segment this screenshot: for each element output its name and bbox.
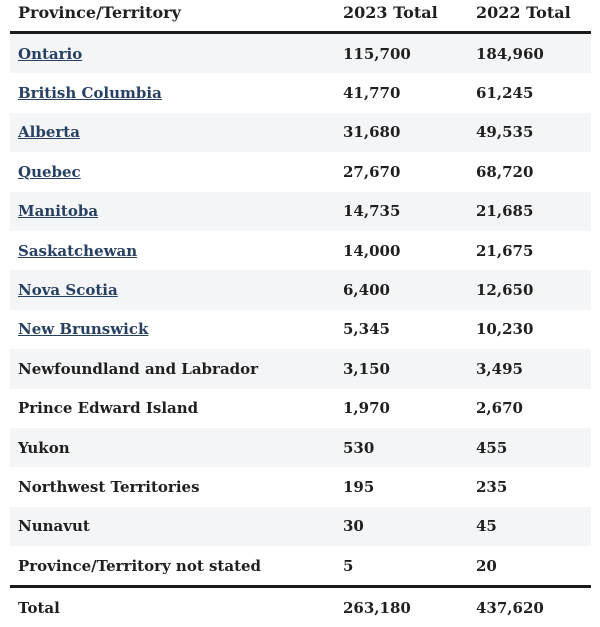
header-row: Province/Territory 2023 Total 2022 Total: [10, 0, 591, 34]
value-2022: 21,675: [476, 241, 534, 260]
table-row-yukon: Yukon 530 455: [10, 427, 591, 468]
value-2023: 14,735: [343, 202, 401, 221]
province-cell: Nunavut: [10, 507, 335, 546]
total-value-2022: 437,620: [468, 585, 591, 627]
table-row-alberta: Alberta 31,680 49,535: [10, 112, 591, 153]
value-2023: 31,680: [343, 123, 401, 142]
total-value-2023: 263,180: [335, 585, 468, 627]
table-body: Ontario 115,700 184,960 British Columbia…: [10, 32, 591, 587]
province-label: Yukon: [18, 438, 70, 457]
province-link-quebec[interactable]: Quebec: [18, 162, 81, 181]
province-label: Nunavut: [18, 517, 90, 536]
province-cell: Yukon: [10, 428, 335, 467]
value-2022: 61,245: [476, 84, 534, 103]
table-row-newfoundland-and-labrador: Newfoundland and Labrador 3,150 3,495: [10, 349, 591, 389]
provinces-admissions-table: Province/Territory 2023 Total 2022 Total…: [10, 0, 591, 627]
value-2023: 1,970: [343, 399, 390, 418]
value-2022: 10,230: [476, 320, 534, 339]
value-2022: 12,650: [476, 281, 534, 300]
province-link-british-columbia[interactable]: British Columbia: [18, 84, 162, 103]
table-row-not-stated: Province/Territory not stated 5 20: [10, 546, 591, 587]
value-2023: 30: [343, 517, 364, 536]
value-2023: 3,150: [343, 359, 390, 378]
table-row-saskatchewan: Saskatchewan 14,000 21,675: [10, 230, 591, 271]
value-2023: 14,000: [343, 241, 401, 260]
province-cell: Alberta: [10, 113, 335, 152]
table-row-prince-edward-island: Prince Edward Island 1,970 2,670: [10, 388, 591, 428]
table-header: Province/Territory 2023 Total 2022 Total: [10, 0, 591, 34]
province-label: Prince Edward Island: [18, 399, 199, 418]
table-row-manitoba: Manitoba 14,735 21,685: [10, 191, 591, 231]
table-row-nova-scotia: Nova Scotia 6,400 12,650: [10, 270, 591, 310]
province-cell: New Brunswick: [10, 310, 335, 349]
province-cell: Ontario: [10, 33, 335, 74]
province-cell: Newfoundland and Labrador: [10, 349, 335, 388]
table-row-new-brunswick: New Brunswick 5,345 10,230: [10, 309, 591, 350]
value-2022: 235: [476, 477, 508, 496]
province-label: Newfoundland and Labrador: [18, 359, 259, 378]
value-2022: 455: [476, 438, 508, 457]
value-2023: 115,700: [343, 44, 411, 63]
province-cell: Saskatchewan: [10, 231, 335, 270]
value-2022: 21,685: [476, 202, 534, 221]
province-cell: Prince Edward Island: [10, 389, 335, 428]
province-label: Province/Territory not stated: [18, 556, 262, 575]
province-cell: Manitoba: [10, 192, 335, 231]
column-header-2023-total: 2023 Total: [335, 0, 468, 34]
value-2022: 68,720: [476, 162, 534, 181]
column-header-2022-total: 2022 Total: [468, 0, 591, 34]
province-cell: Northwest Territories: [10, 467, 335, 506]
province-cell: Nova Scotia: [10, 270, 335, 309]
province-cell: British Columbia: [10, 73, 335, 112]
province-link-alberta[interactable]: Alberta: [18, 123, 80, 142]
column-header-province: Province/Territory: [10, 0, 335, 34]
value-2023: 5,345: [343, 320, 390, 339]
table-row-quebec: Quebec 27,670 68,720: [10, 152, 591, 192]
province-link-ontario[interactable]: Ontario: [18, 44, 83, 63]
total-row: Total 263,180 437,620: [10, 585, 591, 627]
table-row-ontario: Ontario 115,700 184,960: [10, 32, 591, 74]
province-link-nova-scotia[interactable]: Nova Scotia: [18, 281, 118, 300]
value-2022: 3,495: [476, 359, 523, 378]
value-2022: 45: [476, 517, 497, 536]
province-link-new-brunswick[interactable]: New Brunswick: [18, 320, 149, 339]
total-label: Total: [10, 585, 335, 627]
province-cell: Quebec: [10, 152, 335, 191]
province-link-manitoba[interactable]: Manitoba: [18, 202, 99, 221]
table-footer: Total 263,180 437,620: [10, 585, 591, 627]
value-2022: 20: [476, 556, 497, 575]
value-2023: 6,400: [343, 281, 390, 300]
table-row-northwest-territories: Northwest Territories 195 235: [10, 467, 591, 507]
value-2023: 530: [343, 438, 375, 457]
table-row-british-columbia: British Columbia 41,770 61,245: [10, 73, 591, 113]
province-label: Northwest Territories: [18, 477, 200, 496]
value-2023: 195: [343, 477, 375, 496]
value-2023: 27,670: [343, 162, 401, 181]
table-row-nunavut: Nunavut 30 45: [10, 506, 591, 547]
value-2022: 184,960: [476, 44, 544, 63]
province-link-saskatchewan[interactable]: Saskatchewan: [18, 241, 138, 260]
value-2022: 2,670: [476, 399, 523, 418]
value-2022: 49,535: [476, 123, 534, 142]
value-2023: 41,770: [343, 84, 401, 103]
province-cell: Province/Territory not stated: [10, 546, 335, 587]
value-2023: 5: [343, 556, 354, 575]
